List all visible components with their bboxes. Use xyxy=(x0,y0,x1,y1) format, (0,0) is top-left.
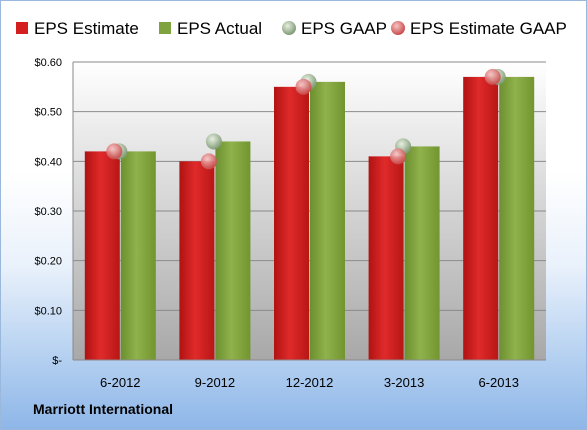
bar-eps-actual-3-2013 xyxy=(404,146,440,360)
bar-eps-estimate-6-2013 xyxy=(463,76,499,361)
x-axis: 6-2012 9-2012 12-2012 3-2013 6-2013 xyxy=(73,359,546,390)
bar-eps-actual-12-2012 xyxy=(310,81,345,360)
y-tick-label: $0.50 xyxy=(34,107,62,119)
marker-eps-gaap-9-2012 xyxy=(205,133,222,150)
legend-label-2: EPS Actual xyxy=(177,19,262,38)
bar-eps-estimate-9-2012 xyxy=(179,161,215,360)
bar-eps-estimate-12-2012 xyxy=(274,86,309,360)
marker-eps-estimate-gaap-3-2013 xyxy=(390,148,407,165)
bar-eps-estimate-3-2013 xyxy=(368,156,404,360)
y-tick-label: $0.10 xyxy=(34,305,62,317)
legend-swatch-3 xyxy=(282,21,296,35)
x-tick-label: 9-2012 xyxy=(195,375,235,390)
marker-eps-estimate-gaap-6-2013 xyxy=(484,68,501,85)
legend-swatch-2 xyxy=(159,22,171,34)
legend-label-1: EPS Estimate xyxy=(34,19,139,38)
bar-eps-actual-9-2012 xyxy=(215,141,251,360)
bar-eps-actual-6-2013 xyxy=(499,76,535,361)
x-tick-label: 12-2012 xyxy=(286,375,334,390)
x-tick-label: 6-2013 xyxy=(478,375,518,390)
y-tick-label: $0.60 xyxy=(34,57,62,69)
bar-eps-actual-6-2012 xyxy=(120,151,156,360)
legend-label-3: EPS GAAP xyxy=(301,19,387,38)
y-axis: $- $0.10 $0.20 $0.30 $0.40 $0.50 $0.60 xyxy=(34,57,74,367)
y-tick-label: $0.20 xyxy=(34,256,62,268)
x-tick-label: 6-2012 xyxy=(100,375,140,390)
x-tick-label: 3-2013 xyxy=(384,375,424,390)
y-tick-label: $0.30 xyxy=(34,206,62,218)
legend-swatch-4 xyxy=(391,21,405,35)
markers xyxy=(106,68,506,170)
marker-eps-estimate-gaap-9-2012 xyxy=(200,153,217,170)
legend: EPS Estimate EPS Actual EPS GAAP EPS Estima… xyxy=(16,19,567,38)
marker-eps-estimate-gaap-6-2012 xyxy=(106,143,123,160)
bar-eps-estimate-6-2012 xyxy=(84,151,120,360)
legend-swatch-1 xyxy=(16,22,28,34)
marker-eps-estimate-gaap-12-2012 xyxy=(295,78,312,95)
y-tick-label: $0.40 xyxy=(34,156,62,168)
bars xyxy=(84,76,535,361)
y-tick-label: $- xyxy=(52,355,62,367)
legend-label-4: EPS Estimate GAAP xyxy=(410,19,567,38)
company-label: Marriott International xyxy=(33,401,174,417)
